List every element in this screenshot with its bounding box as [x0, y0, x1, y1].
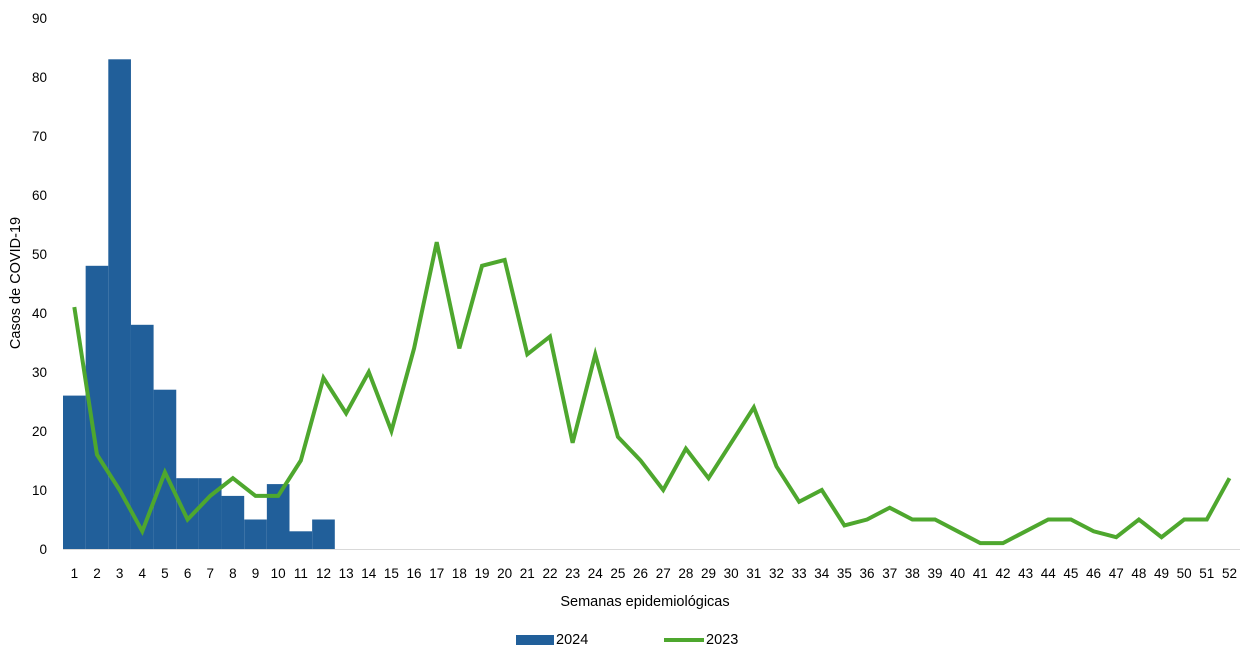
x-tick-label: 48: [1131, 566, 1146, 581]
x-tick-label: 26: [633, 566, 648, 581]
x-tick-label: 40: [950, 566, 965, 581]
x-tick-label: 2: [93, 566, 101, 581]
x-tick-label: 50: [1177, 566, 1192, 581]
x-tick-label: 51: [1199, 566, 1214, 581]
x-tick-label: 37: [882, 566, 897, 581]
x-tick-label: 47: [1109, 566, 1124, 581]
x-tick-label: 14: [361, 566, 377, 581]
x-tick-label: 39: [928, 566, 943, 581]
bar-2024-week-4: [130, 324, 154, 549]
x-tick-label: 38: [905, 566, 920, 581]
y-tick-label: 30: [32, 365, 47, 380]
x-axis-title: Semanas epidemiológicas: [560, 594, 729, 610]
bar-2024-week-7: [198, 478, 222, 549]
x-tick-label: 30: [724, 566, 739, 581]
x-tick-label: 41: [973, 566, 988, 581]
x-tick-label: 31: [746, 566, 761, 581]
bar-2024-week-9: [244, 519, 267, 549]
x-tick-label: 15: [384, 566, 399, 581]
y-tick-label: 10: [32, 483, 47, 498]
x-tick-label: 34: [814, 566, 830, 581]
y-tick-label: 50: [32, 247, 47, 262]
y-tick-label: 60: [32, 188, 47, 203]
x-tick-label: 25: [610, 566, 625, 581]
x-tick-label: 5: [161, 566, 169, 581]
x-tick-label: 16: [407, 566, 422, 581]
x-tick-label: 42: [995, 566, 1010, 581]
bar-2024-week-12: [312, 519, 335, 549]
y-tick-label: 40: [32, 306, 47, 321]
x-tick-label: 1: [71, 566, 79, 581]
x-tick-label: 44: [1041, 566, 1057, 581]
x-tick-label: 36: [860, 566, 875, 581]
x-tick-label: 9: [252, 566, 260, 581]
x-tick-label: 17: [429, 566, 444, 581]
x-tick-label: 11: [294, 566, 308, 581]
bar-2024-week-6: [176, 478, 199, 549]
bar-2024-week-11: [289, 531, 313, 549]
x-tick-label: 24: [588, 566, 604, 581]
x-tick-label: 8: [229, 566, 237, 581]
bars-2024: [63, 59, 335, 550]
legend-item-2023: 2023: [664, 632, 738, 648]
x-axis-ticks: 1 2 3 4 5 6 7 8 9 10 11 12 13 14 15 16 17 18 19 20 21 22 23 24 2…: [71, 566, 1237, 581]
x-tick-label: 20: [497, 566, 512, 581]
x-tick-label: 45: [1063, 566, 1078, 581]
x-tick-label: 3: [116, 566, 124, 581]
y-tick-label: 70: [32, 129, 47, 144]
legend: 2024 2023: [0, 632, 1240, 654]
x-tick-label: 32: [769, 566, 784, 581]
bar-2024-week-8: [221, 495, 245, 549]
bar-2024-week-2: [85, 265, 109, 549]
x-tick-label: 23: [565, 566, 580, 581]
legend-label-2023: 2023: [706, 632, 739, 648]
x-tick-label: 19: [475, 566, 490, 581]
x-tick-label: 27: [656, 566, 671, 581]
y-tick-label: 90: [32, 11, 47, 26]
x-tick-label: 6: [184, 566, 192, 581]
x-tick-label: 46: [1086, 566, 1101, 581]
legend-item-2024: 2024: [516, 632, 588, 648]
y-axis-ticks: 0 10 20 30 40 50 60 70 80 90: [32, 11, 47, 557]
bar-2024-week-1: [63, 395, 86, 549]
legend-swatch-bar: [516, 635, 554, 645]
x-tick-label: 33: [792, 566, 807, 581]
x-tick-label: 52: [1222, 566, 1237, 581]
x-tick-label: 35: [837, 566, 852, 581]
x-tick-label: 13: [339, 566, 354, 581]
x-tick-label: 49: [1154, 566, 1169, 581]
y-tick-label: 80: [32, 70, 47, 85]
bar-2024-week-10: [266, 484, 290, 549]
x-tick-label: 22: [542, 566, 557, 581]
x-tick-label: 28: [678, 566, 693, 581]
x-tick-label: 29: [701, 566, 716, 581]
x-tick-label: 4: [139, 566, 147, 581]
legend-label-2024: 2024: [556, 632, 589, 648]
x-tick-label: 12: [316, 566, 331, 581]
x-tick-label: 21: [520, 566, 535, 581]
x-tick-label: 7: [206, 566, 214, 581]
line-series-2023: [72, 241, 1232, 546]
bar-2024-week-3: [108, 59, 131, 550]
x-tick-label: 10: [271, 566, 286, 581]
y-axis-title: Casos de COVID-19: [8, 217, 24, 349]
y-tick-label: 20: [32, 424, 47, 439]
y-tick-label: 0: [39, 542, 47, 557]
x-tick-label: 43: [1018, 566, 1033, 581]
x-tick-label: 18: [452, 566, 467, 581]
legend-swatch-line: [664, 638, 704, 642]
